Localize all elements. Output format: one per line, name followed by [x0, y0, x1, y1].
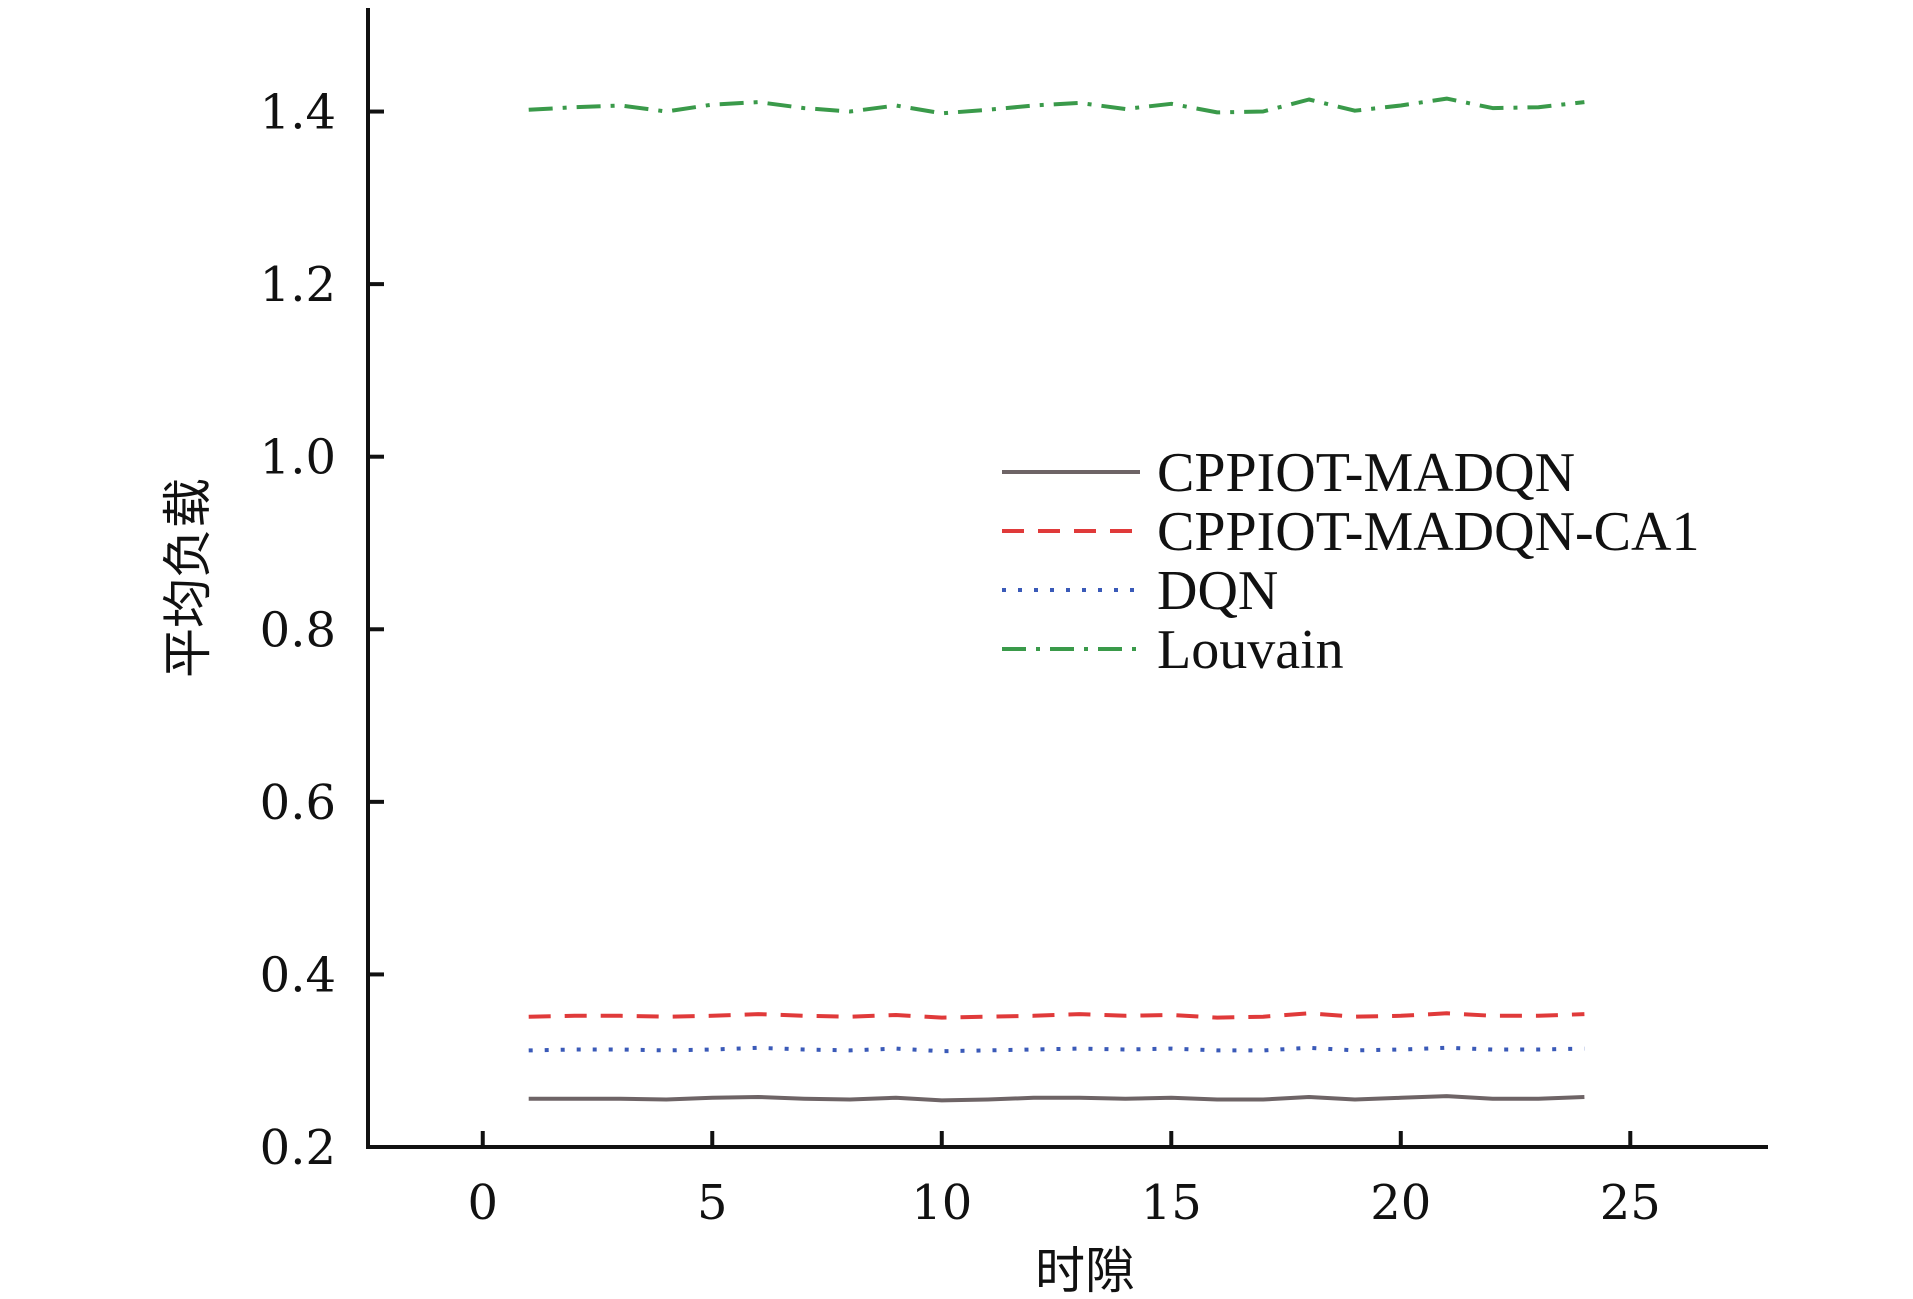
y-ticks: 0.2 0.4 0.6 0.8 1.0 1.2 1.4: [260, 85, 384, 1176]
x-tick-label: 10: [911, 1175, 972, 1231]
legend-label-louvain: Louvain: [1157, 619, 1344, 681]
y-tick-label: 0.2: [260, 1120, 336, 1176]
series-line-cppiot-madqn-ca1: [528, 1011, 1585, 1020]
y-tick-label: 1.4: [260, 85, 336, 141]
x-axis-title: 时隙: [1035, 1242, 1135, 1299]
x-tick-label: 20: [1370, 1175, 1431, 1231]
series-line-cppiot-madqn: [528, 1094, 1585, 1103]
y-axis-title: 平均负载: [159, 478, 217, 678]
x-tick-label: 25: [1600, 1175, 1661, 1231]
y-tick-label: 1.0: [260, 430, 336, 486]
plot-lines: [528, 96, 1585, 1103]
x-tick-label: 15: [1141, 1175, 1202, 1231]
y-tick-label: 0.4: [260, 947, 336, 1003]
y-tick-label: 0.8: [260, 602, 336, 658]
y-tick-label: 1.2: [260, 257, 336, 313]
series-line-dqn: [528, 1045, 1585, 1054]
legend-label-dqn: DQN: [1157, 560, 1278, 622]
series-line-louvain: [528, 96, 1585, 116]
x-tick-label: 0: [467, 1175, 498, 1231]
legend-label-cppiot-madqn: CPPIOT-MADQN: [1157, 442, 1575, 504]
x-ticks: 0 5 10 15 20 25: [467, 1131, 1661, 1231]
axes: [366, 8, 1768, 1149]
y-tick-label: 0.6: [260, 775, 336, 831]
x-tick-label: 5: [697, 1175, 728, 1231]
legend-label-cppiot-madqn-ca1: CPPIOT-MADQN-CA1: [1157, 501, 1699, 563]
